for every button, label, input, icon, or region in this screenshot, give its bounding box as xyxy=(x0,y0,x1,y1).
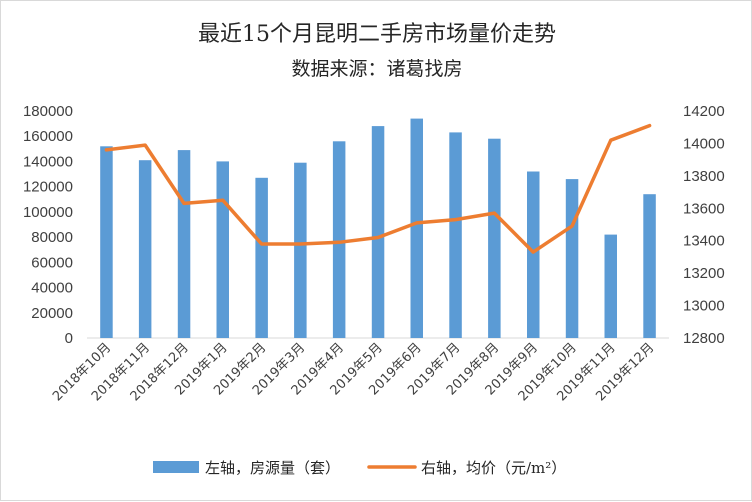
right-tick-label: 13400 xyxy=(683,233,725,250)
left-tick-label: 180000 xyxy=(23,103,73,120)
right-tick-label: 13800 xyxy=(683,168,725,185)
price-line xyxy=(104,123,652,254)
bar xyxy=(255,177,268,338)
legend-bar-label: 左轴，房源量（套） xyxy=(205,459,340,477)
bar-series xyxy=(100,118,656,338)
bar xyxy=(371,126,385,338)
bar xyxy=(527,171,540,338)
bar xyxy=(643,194,656,338)
left-tick-label: 20000 xyxy=(31,305,73,322)
left-tick-label: 100000 xyxy=(23,204,73,221)
left-tick-label: 120000 xyxy=(23,179,73,196)
left-tick-label: 160000 xyxy=(23,128,73,145)
chart-subtitle: 数据来源：诸葛找房 xyxy=(291,58,462,80)
legend: 左轴，房源量（套） 右轴，均价（元/m²） xyxy=(153,459,566,477)
left-tick-label: 60000 xyxy=(31,254,73,271)
bar xyxy=(332,141,346,338)
bar xyxy=(604,234,617,338)
bar xyxy=(294,162,307,338)
legend-bar-swatch xyxy=(153,461,199,473)
x-axis-labels: 2018年10月2018年11月2018年12月2019年1月2019年2月20… xyxy=(50,340,657,404)
right-tick-label: 13000 xyxy=(683,298,725,315)
right-tick-label: 14000 xyxy=(683,135,725,152)
bar xyxy=(488,138,501,338)
left-tick-label: 140000 xyxy=(23,153,73,170)
right-tick-label: 14200 xyxy=(683,103,725,120)
right-tick-label: 13200 xyxy=(683,265,725,282)
bar xyxy=(216,161,229,338)
bar xyxy=(410,118,423,338)
right-tick-label: 13600 xyxy=(683,200,725,217)
bar xyxy=(100,146,113,338)
chart-title: 最近15个月昆明二手房市场量价走势 xyxy=(198,22,556,47)
legend-line-label: 右轴，均价（元/m²） xyxy=(421,459,566,477)
bar xyxy=(177,150,191,338)
left-tick-label: 0 xyxy=(65,330,73,347)
left-tick-label: 80000 xyxy=(31,229,73,246)
bar xyxy=(449,132,462,338)
left-axis-ticks: 0 20000 40000 60000 80000 100000 120000 140000 1… xyxy=(23,103,73,347)
right-axis-ticks: 12800 13000 13200 13400 13600 13800 14000 14200 xyxy=(683,103,725,347)
bar xyxy=(565,179,579,338)
bar xyxy=(138,160,152,338)
left-tick-label: 40000 xyxy=(31,280,73,297)
right-tick-label: 12800 xyxy=(683,330,725,347)
